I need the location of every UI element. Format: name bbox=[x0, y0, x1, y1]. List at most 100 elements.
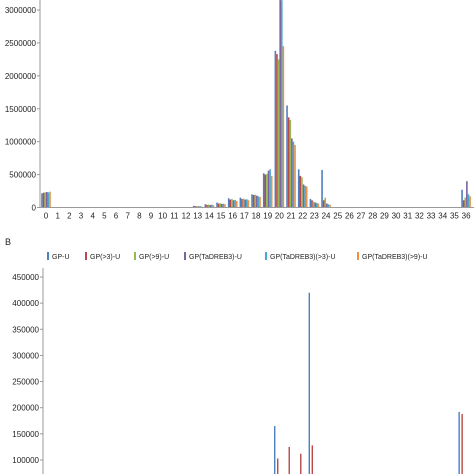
panel-b-legend-label: GP-U bbox=[52, 254, 70, 261]
panel-a-bar bbox=[254, 194, 257, 208]
panel-a-bar bbox=[209, 204, 211, 208]
panel-b-y-tick-label: 100000 bbox=[12, 456, 39, 465]
panel-a-bar bbox=[192, 205, 195, 208]
panel-b-legend-swatch bbox=[47, 252, 49, 260]
panel-a-bar bbox=[221, 203, 223, 208]
panel-a-x-tick-label: 11 bbox=[170, 212, 179, 221]
panel-a-bar bbox=[321, 169, 323, 208]
panel-a-bar bbox=[327, 204, 330, 208]
panel-b-label: B bbox=[5, 237, 11, 247]
panel-a-bar bbox=[314, 202, 316, 208]
panel-a-x-tick-label: 14 bbox=[205, 212, 214, 221]
panel-b-ticks: 100000 150000 200000 250000 300000 350000 4000… bbox=[12, 273, 43, 465]
panel-a-bar bbox=[326, 203, 328, 208]
panel-b-legend-swatch bbox=[265, 252, 267, 260]
panel-b-y-tick-label: 250000 bbox=[12, 378, 39, 387]
panel-a-bar bbox=[244, 199, 246, 208]
panel-a-bar bbox=[219, 203, 222, 208]
panel-a-bar bbox=[312, 201, 315, 208]
panel-a-bar bbox=[239, 197, 242, 208]
panel-a-x-tick-label: 3 bbox=[79, 212, 84, 221]
panel-a-bar bbox=[315, 202, 318, 208]
panel-a-bar bbox=[252, 194, 255, 208]
panel-a-bar bbox=[256, 195, 258, 208]
panel-a-bar bbox=[309, 198, 312, 208]
panel-a-bar bbox=[231, 198, 233, 208]
panel-a-bar bbox=[461, 189, 463, 208]
panel-a-x-tick-label: 33 bbox=[427, 212, 436, 221]
panel-a-bar bbox=[291, 138, 293, 208]
panel-a-bar bbox=[317, 203, 320, 208]
panel-a-bar bbox=[329, 204, 331, 208]
panel-a-bar bbox=[467, 194, 470, 208]
panel-a-bar bbox=[227, 198, 230, 208]
panel-b-y-tick-label: 350000 bbox=[12, 325, 39, 334]
panel-a-x-tick-label: 12 bbox=[182, 212, 191, 221]
panel-a-x-tick-label: 6 bbox=[114, 212, 119, 221]
panel-a-x-tick-label: 20 bbox=[275, 212, 284, 221]
panel-b-bar bbox=[461, 413, 463, 474]
panel-a-bar bbox=[301, 177, 303, 208]
panel-a-x-tick-label: 31 bbox=[403, 212, 412, 221]
panel-a-bar bbox=[269, 169, 271, 208]
panel-a-bar bbox=[274, 50, 277, 208]
panel-a-x-tick-label: 25 bbox=[333, 212, 342, 221]
panel-a-x-tick-label: 13 bbox=[193, 212, 202, 221]
panel-b-bar bbox=[300, 453, 302, 474]
panel-a-y-tick-label: 2500000 bbox=[5, 39, 37, 48]
panel-a-x-tick-label: 2 bbox=[67, 212, 72, 221]
panel-a-x-tick-label: 26 bbox=[345, 212, 354, 221]
panel-b-legend-label: GP(TaDREB3)(>9)-U bbox=[362, 254, 428, 261]
panel-a-bar bbox=[47, 192, 50, 208]
panel-b-legend-label: GP(>3)-U bbox=[90, 254, 120, 261]
panel-a-x-tick-label: 23 bbox=[310, 212, 319, 221]
panel-a-x-tick-label: 17 bbox=[240, 212, 249, 221]
panel-a-x-tick-label: 15 bbox=[217, 212, 226, 221]
panel-b-y-tick-label: 200000 bbox=[12, 404, 39, 413]
panel-a-x-tick-label: 10 bbox=[158, 212, 167, 221]
panel-a-x-tick-label: 4 bbox=[90, 212, 95, 221]
panel-a-bar bbox=[232, 200, 235, 208]
panel-a-bar bbox=[212, 205, 215, 208]
panel-a-x-tick-label: 32 bbox=[415, 212, 424, 221]
panel-b-legend-label: GP(TaDREB3)(>3)-U bbox=[270, 254, 336, 261]
panel-a-x-tick-label: 9 bbox=[149, 212, 154, 221]
panel-a-x-tick-label: 36 bbox=[462, 212, 471, 221]
panel-a-bar bbox=[235, 200, 238, 208]
panel-a-bar bbox=[280, 0, 283, 208]
panel-a-bar bbox=[259, 196, 261, 208]
panel-a-bar bbox=[267, 170, 270, 208]
panel-a-bar bbox=[224, 204, 226, 208]
panel-a-bar bbox=[466, 181, 468, 208]
panel-a-x-tick-label: 5 bbox=[102, 212, 107, 221]
panel-b-legend-label: GP(>9)-U bbox=[139, 254, 169, 261]
panel-b-bar bbox=[458, 411, 460, 474]
panel-a-bar bbox=[245, 199, 248, 208]
panel-a-bar bbox=[199, 206, 201, 208]
panel-b-bar bbox=[311, 445, 313, 474]
panel-b-legend-swatch bbox=[184, 252, 186, 260]
panel-a-x-tick-label: 18 bbox=[252, 212, 261, 221]
panel-a-bar bbox=[289, 119, 292, 208]
panel-a-bar bbox=[206, 204, 208, 208]
panel-b-legend: GP-U GP(>3)-U GP(>9)-U GP(TaDREB3)-U GP(TaDR… bbox=[47, 252, 428, 261]
panel-a-x-tick-label: 21 bbox=[287, 212, 296, 221]
panel-a-bar bbox=[194, 206, 197, 208]
panel-a-bars bbox=[41, 0, 471, 208]
panel-a-bar bbox=[241, 198, 243, 208]
panel-a-bar bbox=[251, 194, 253, 208]
panel-a-bar bbox=[229, 199, 232, 208]
panel-a-x-tick-label: 0 bbox=[44, 212, 49, 221]
panel-a-x-tick-label: 16 bbox=[228, 212, 237, 221]
panel-a-x-tick-label: 34 bbox=[438, 212, 447, 221]
panel-a-bar bbox=[41, 193, 43, 208]
panel-a-x-tick-label: 30 bbox=[392, 212, 401, 221]
panel-a-bar bbox=[322, 200, 325, 208]
panel-a-bar bbox=[247, 200, 250, 208]
panel-a-bar bbox=[469, 196, 471, 208]
panel-a-bar bbox=[462, 200, 465, 208]
panel-a-bar bbox=[210, 204, 213, 208]
panel-a-y-tick-label: 3000000 bbox=[5, 6, 37, 15]
panel-a-bar bbox=[216, 202, 218, 208]
